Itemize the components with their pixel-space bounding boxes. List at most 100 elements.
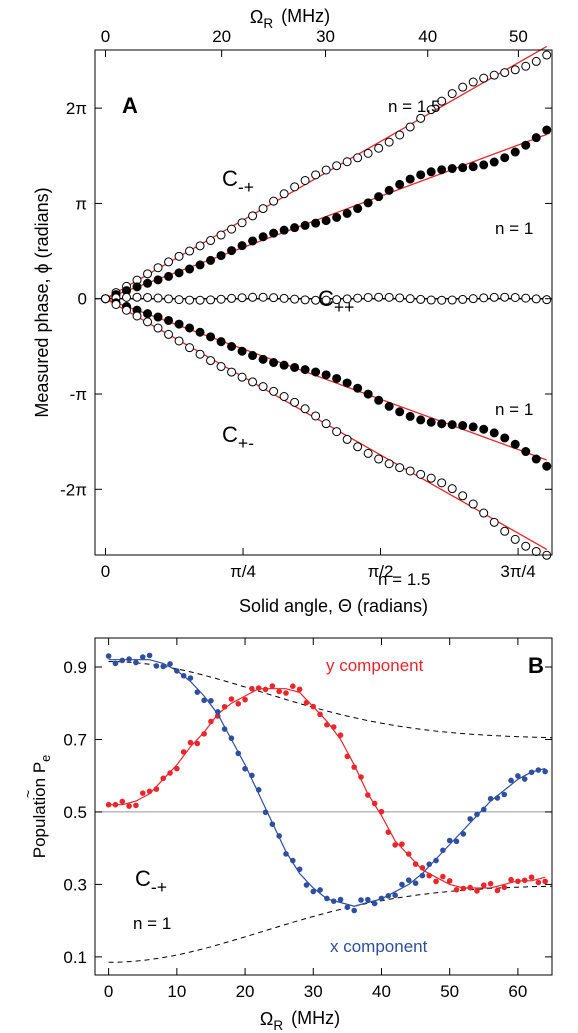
marker-s2 (164, 294, 174, 304)
marker-s2 (447, 295, 457, 305)
marker-s2 (122, 292, 132, 302)
label-c-plus-minus-sub: +- (238, 433, 254, 453)
data-point-1 (249, 772, 255, 779)
data-point-0 (440, 873, 446, 880)
marker-s0 (374, 143, 384, 153)
marker-s1 (468, 162, 478, 172)
data-point-1 (467, 816, 473, 822)
marker-s4 (206, 356, 216, 366)
marker-s0 (426, 105, 436, 115)
marker-s1 (164, 271, 174, 281)
marker-s1 (374, 192, 384, 202)
marker-s3 (290, 362, 300, 372)
marker-s0 (279, 189, 289, 199)
marker-s4 (395, 463, 405, 473)
data-point-1 (133, 659, 139, 666)
data-point-1 (365, 896, 371, 903)
data-point-1 (180, 672, 187, 679)
data-point-0 (385, 829, 392, 835)
marker-s4 (521, 541, 531, 551)
data-point-0 (269, 683, 276, 689)
marker-s4 (311, 411, 321, 421)
marker-s1 (447, 164, 457, 174)
marker-s0 (153, 263, 163, 273)
marker-s3 (279, 360, 289, 370)
marker-s3 (311, 367, 321, 377)
data-point-1 (337, 896, 344, 903)
y-axis-label-main: Population P (30, 762, 49, 858)
marker-s3 (227, 342, 237, 352)
top-tick-label: 50 (509, 27, 528, 46)
marker-s0 (521, 61, 531, 71)
marker-s3 (300, 365, 310, 375)
marker-s3 (374, 395, 384, 405)
marker-s1 (311, 218, 321, 228)
marker-s0 (447, 89, 457, 99)
marker-s3 (353, 383, 363, 393)
marker-s4 (132, 311, 142, 321)
data-point-1 (242, 765, 248, 772)
marker-s1 (185, 264, 195, 274)
data-point-0 (180, 749, 187, 755)
data-point-0 (378, 808, 385, 815)
panel-b-population-chart: 0 10 20 30 40 50 60 0.1 0.3 0.5 0.7 0.9 ΩR (MHz) Popul… (20, 637, 553, 1033)
tilde-mark: ~ (20, 790, 36, 798)
marker-s2 (132, 292, 142, 302)
marker-s1 (321, 216, 331, 226)
marker-s0 (479, 73, 489, 83)
marker-s1 (258, 232, 268, 242)
data-point-0 (433, 878, 439, 885)
marker-s3 (258, 354, 268, 364)
marker-s3 (185, 323, 195, 333)
marker-s4 (300, 404, 310, 414)
marker-s3 (395, 407, 405, 417)
x-tick-label: 10 (167, 982, 186, 1001)
marker-s1 (143, 278, 153, 288)
y-axis-label: Population Pe (30, 755, 53, 859)
data-point-1 (276, 833, 282, 839)
plot-frame (94, 49, 553, 556)
marker-s3 (447, 420, 457, 430)
data-point-0 (419, 865, 426, 871)
marker-s0 (143, 269, 153, 279)
marker-s0 (363, 148, 373, 158)
x-axis-label: ΩR (MHz) (260, 1008, 340, 1033)
data-point-1 (330, 898, 337, 904)
data-point-1 (194, 689, 201, 695)
data-point-0 (283, 690, 289, 696)
marker-s0 (468, 77, 478, 87)
y-tick-label: π (75, 194, 87, 213)
marker-s2 (311, 295, 321, 305)
data-point-0 (426, 872, 433, 879)
data-point-0 (160, 775, 167, 782)
data-point-0 (146, 788, 153, 795)
label-c-plus-minus: C+- (222, 422, 254, 453)
top-tick-label: 0 (101, 27, 110, 46)
marker-s4 (479, 508, 489, 518)
y-axis-label-sub: e (38, 755, 53, 762)
data-point-0 (126, 803, 132, 809)
marker-s4 (122, 305, 132, 315)
marker-s0 (185, 246, 195, 256)
marker-s4 (290, 397, 300, 407)
data-point-1 (119, 657, 126, 664)
label-c-minus-plus-main: C (222, 166, 238, 191)
y-tick-label: 0.9 (63, 658, 87, 677)
data-point-1 (508, 777, 514, 784)
data-point-0 (296, 686, 303, 693)
data-point-1 (440, 847, 446, 854)
data-point-0 (521, 877, 528, 884)
data-point-1 (221, 726, 228, 732)
x-tick-label: 50 (440, 982, 459, 1001)
marker-s0 (227, 224, 237, 234)
data-point-0 (187, 739, 194, 746)
top-axis-label-main: Ω (250, 7, 263, 27)
data-point-0 (487, 880, 494, 887)
data-point-0 (365, 792, 371, 798)
marker-s4 (332, 427, 342, 437)
marker-s1 (542, 125, 552, 135)
marker-s3 (363, 389, 373, 399)
marker-s4 (279, 392, 289, 402)
marker-s4 (531, 546, 541, 556)
marker-s2 (321, 295, 331, 305)
